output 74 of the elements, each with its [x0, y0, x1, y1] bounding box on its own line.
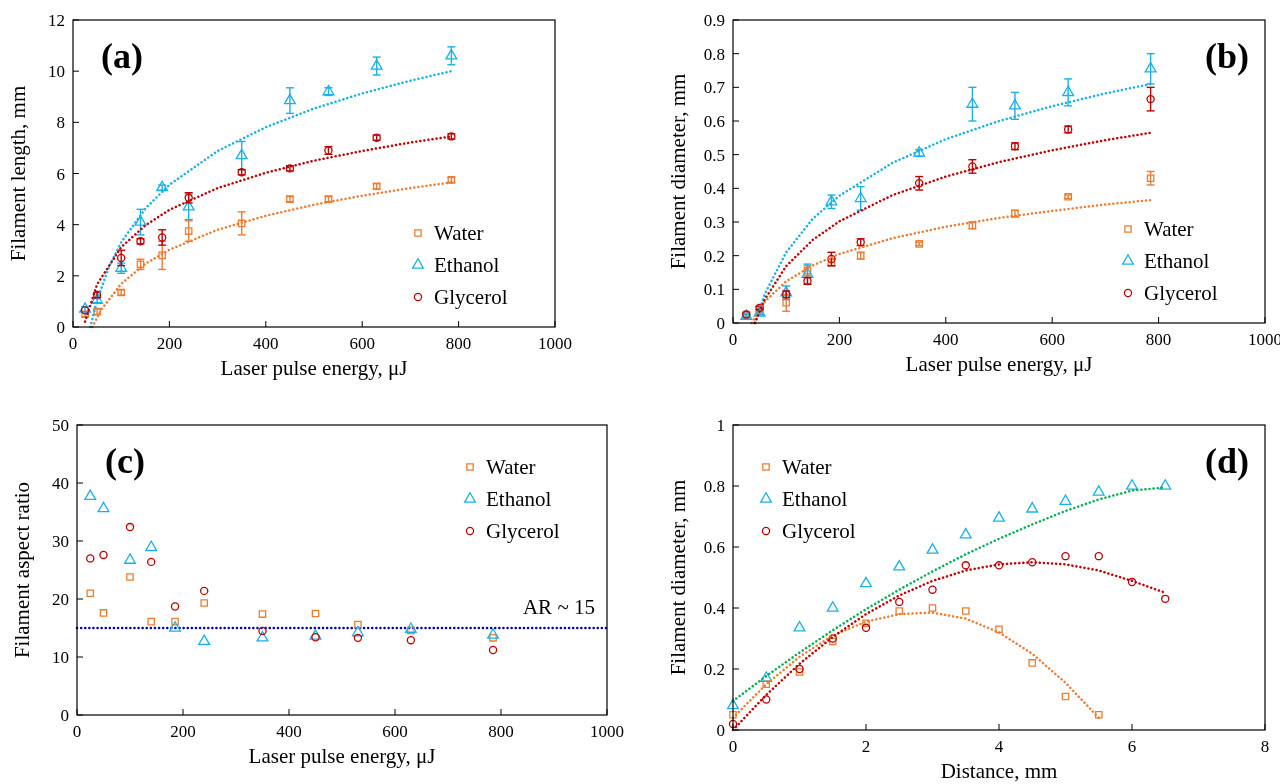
x-tick-label: 200 — [826, 330, 853, 349]
y-tick-label: 40 — [52, 474, 69, 493]
x-tick-label: 0 — [728, 330, 738, 349]
y-tick-label: 0.8 — [703, 44, 725, 64]
x-tick-label: 200 — [170, 722, 196, 741]
legend-label: Water — [782, 455, 832, 479]
y-tick-label: 1 — [716, 416, 725, 435]
legend-label: Ethanol — [782, 487, 848, 511]
x-tick-label: 2 — [861, 737, 871, 756]
legend-label: Glycerol — [782, 519, 856, 543]
x-tick-label: 400 — [276, 722, 302, 741]
y-tick-label: 0.4 — [703, 179, 726, 199]
y-axis-title: Filament length, mm — [6, 85, 30, 262]
ref-line-label: AR ~ 15 — [522, 595, 595, 619]
x-tick-label: 800 — [488, 722, 514, 741]
x-tick-label: 0 — [72, 722, 82, 741]
y-tick-label: 0.1 — [703, 280, 725, 300]
y-axis-title: Filament diameter, mm — [666, 479, 690, 676]
y-tick-label: 0 — [60, 706, 69, 725]
y-tick-label: 0.6 — [703, 112, 725, 131]
x-tick-label: 800 — [1145, 330, 1172, 349]
y-tick-label: 4 — [56, 215, 66, 235]
x-tick-label: 1000 — [590, 722, 624, 741]
x-tick-label: 6 — [1127, 737, 1137, 756]
x-tick-label: 600 — [382, 722, 408, 741]
y-tick-label: 0.4 — [703, 599, 726, 618]
y-tick-label: 0.9 — [703, 11, 725, 30]
x-axis-title: Laser pulse energy, μJ — [248, 744, 436, 768]
legend-label: Ethanol — [434, 253, 500, 277]
y-tick-label: 0.3 — [703, 213, 725, 232]
y-tick-label: 2 — [56, 266, 65, 286]
y-tick-label: 10 — [52, 648, 69, 667]
y-tick-label: 0 — [56, 318, 65, 337]
legend-label: Glycerol — [486, 519, 560, 543]
y-tick-label: 0.5 — [703, 145, 725, 165]
y-axis-title: Filament aspect ratio — [10, 481, 34, 659]
annotation: (d) — [1205, 441, 1249, 481]
y-tick-label: 6 — [56, 164, 65, 184]
y-tick-label: 50 — [52, 416, 69, 435]
x-axis-title: Laser pulse energy, μJ — [220, 356, 408, 380]
annotation: (b) — [1205, 36, 1249, 76]
x-tick-label: 400 — [933, 330, 959, 349]
x-axis-title: Distance, mm — [940, 759, 1058, 783]
y-axis-title: Filament diameter, mm — [666, 73, 690, 270]
x-tick-label: 200 — [156, 334, 183, 353]
x-tick-label: 400 — [253, 334, 279, 353]
y-tick-label: 8 — [56, 113, 65, 133]
y-tick-label: 0.7 — [703, 78, 726, 98]
x-tick-label: 600 — [349, 334, 375, 353]
y-tick-label: 20 — [52, 590, 69, 609]
x-tick-label: 1000 — [538, 334, 572, 353]
legend-label: Ethanol — [486, 487, 552, 511]
y-tick-label: 0.8 — [703, 477, 725, 496]
legend-label: Glycerol — [434, 285, 508, 309]
x-tick-label: 0 — [728, 737, 738, 756]
legend-label: Water — [434, 221, 484, 245]
annotation: (a) — [101, 36, 143, 76]
x-tick-label: 600 — [1039, 330, 1065, 349]
legend-label: Water — [1144, 217, 1194, 241]
y-tick-label: 30 — [52, 532, 69, 551]
x-tick-label: 8 — [1260, 737, 1270, 756]
x-axis-title: Laser pulse energy, μJ — [905, 352, 1093, 376]
y-tick-label: 0 — [716, 314, 725, 333]
y-tick-label: 0.6 — [703, 538, 725, 557]
legend-label: Water — [486, 455, 536, 479]
y-tick-label: 0.2 — [703, 660, 725, 679]
annotation: (c) — [105, 441, 145, 481]
legend-label: Ethanol — [1144, 249, 1210, 273]
x-tick-label: 4 — [994, 737, 1004, 756]
y-tick-label: 10 — [48, 62, 65, 82]
y-tick-label: 0.2 — [703, 246, 725, 266]
legend-label: Glycerol — [1144, 281, 1218, 305]
x-tick-label: 800 — [445, 334, 472, 353]
y-tick-label: 12 — [48, 11, 65, 30]
